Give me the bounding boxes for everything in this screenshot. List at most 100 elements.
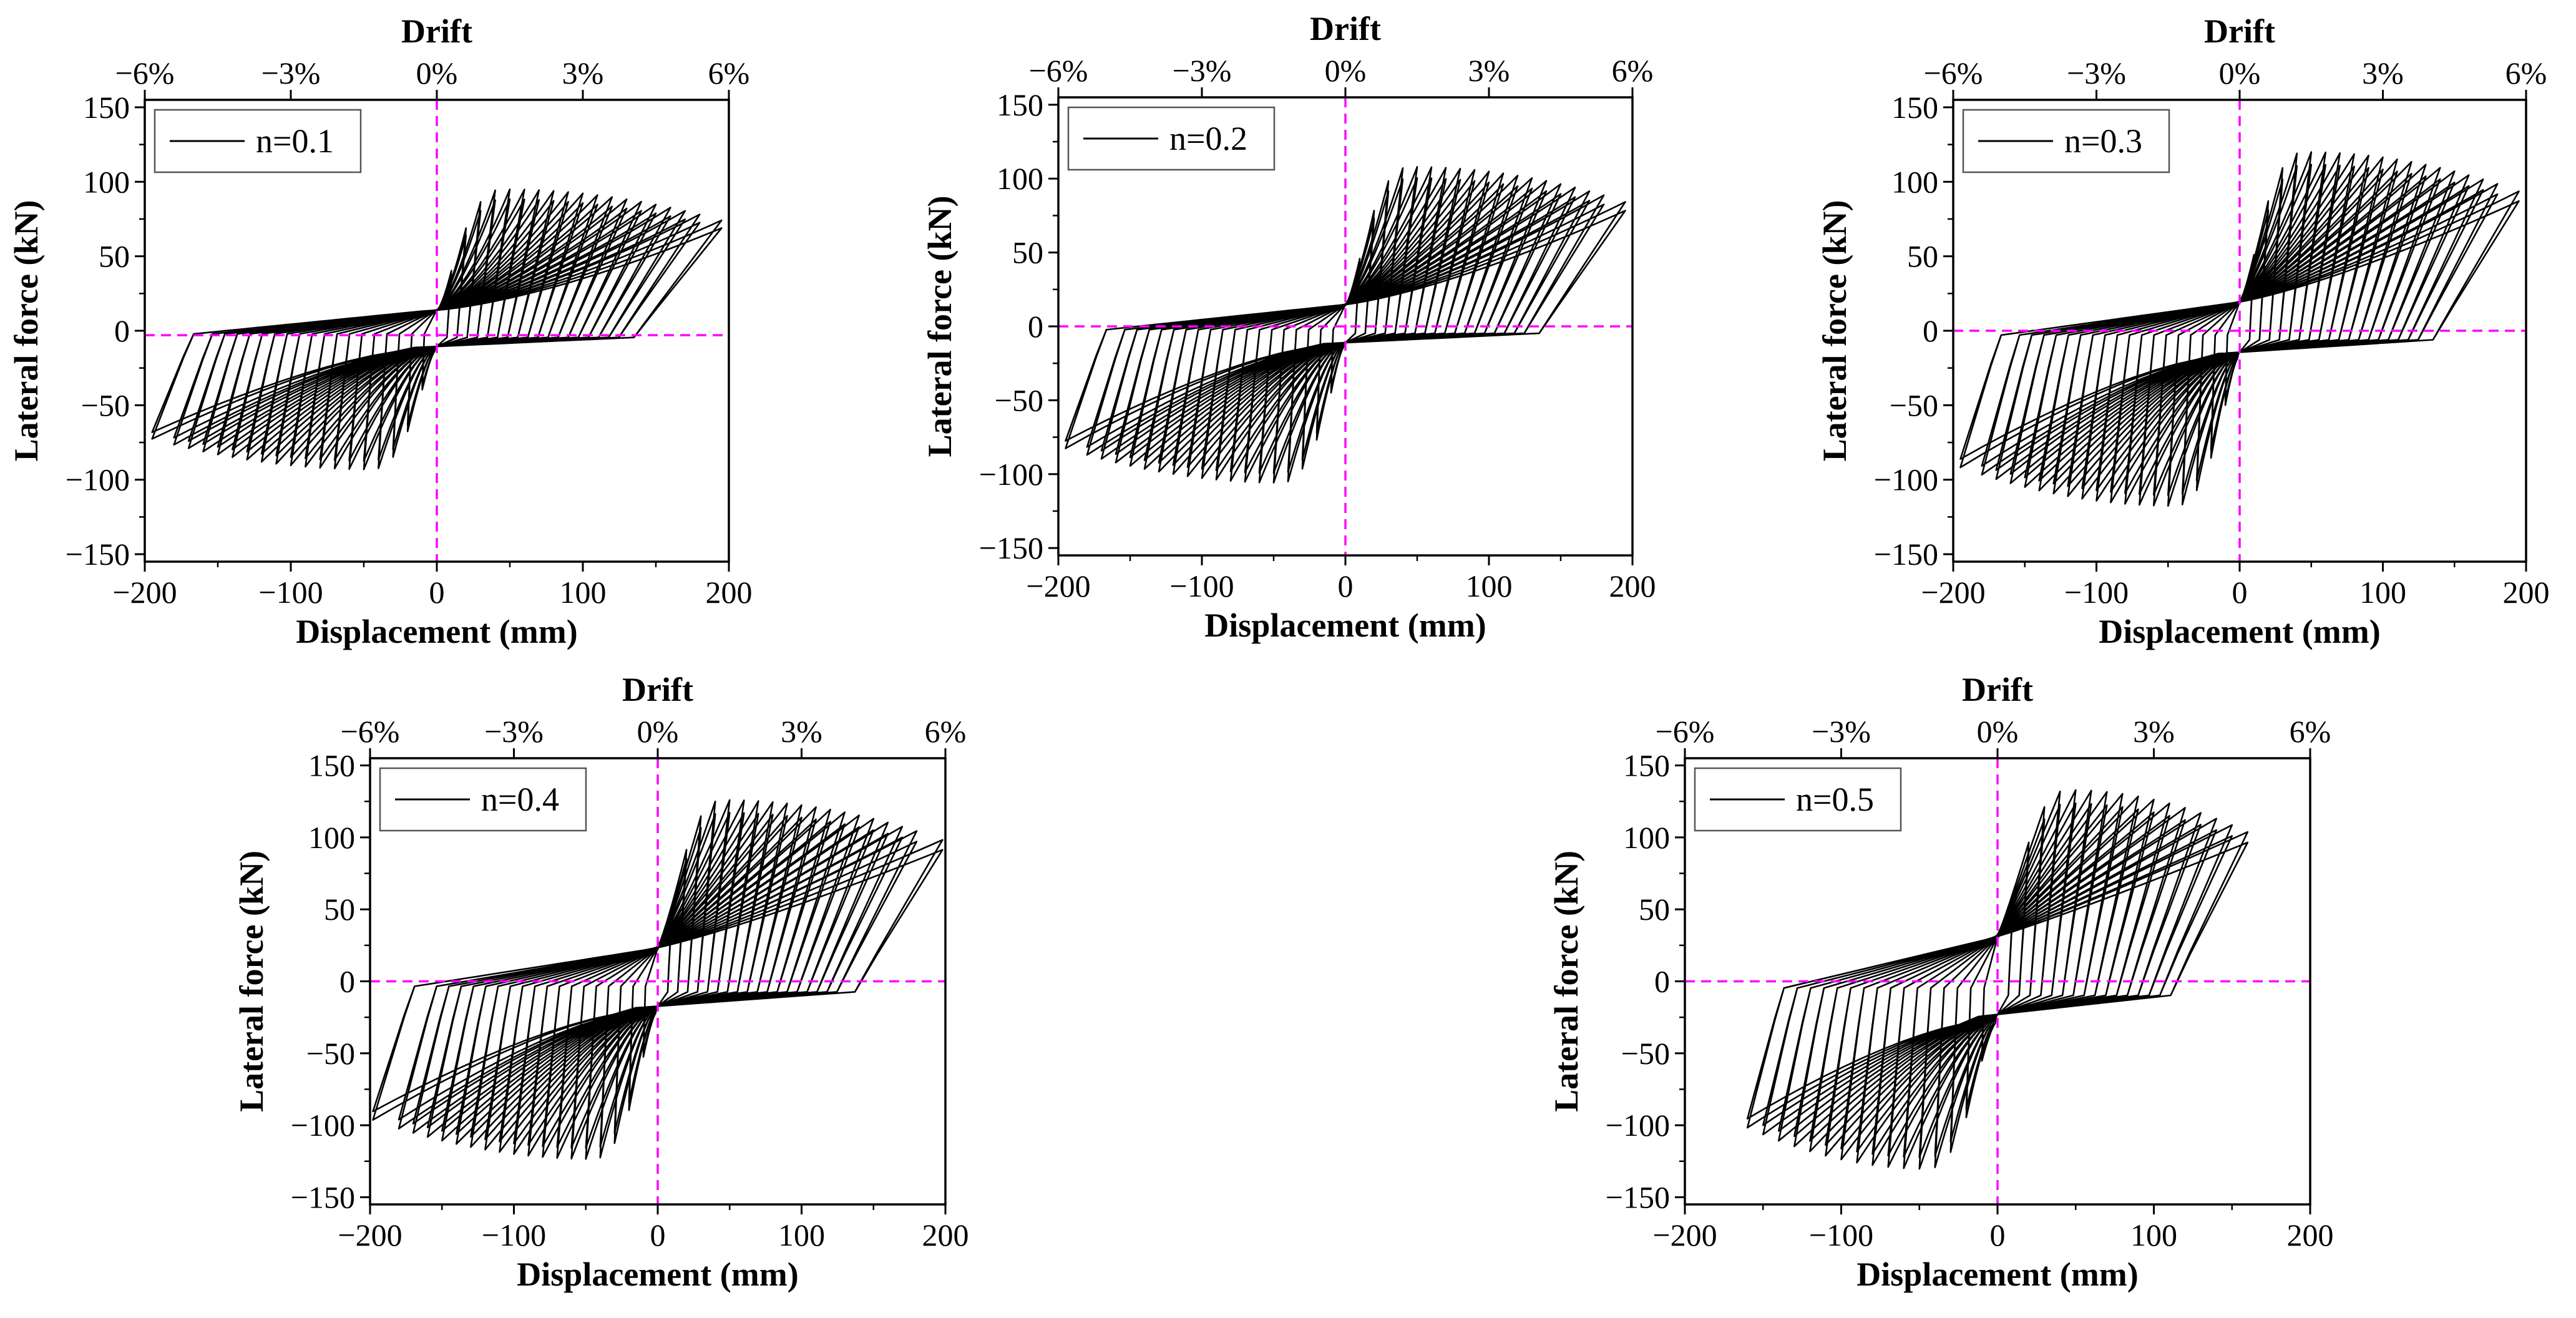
y-tick-label: −50 — [306, 1036, 355, 1071]
drift-tick-label: −6% — [1656, 714, 1715, 749]
drift-tick-label: −3% — [1173, 53, 1232, 88]
y-tick-label: 50 — [1907, 239, 1938, 274]
drift-tick-label: 6% — [925, 714, 967, 749]
y-tick-label: −50 — [1621, 1036, 1670, 1071]
legend-label: n=0.3 — [2064, 122, 2142, 160]
y-tick-label: −100 — [1606, 1108, 1670, 1143]
x-tick-label: 100 — [560, 575, 607, 610]
x-axis-title: Displacement (mm) — [2099, 613, 2380, 650]
chart-panel-n-0_2: −200 −100 0 100 200 −150 −100 −50 0 50 100 150−6% −3… — [921, 10, 1656, 644]
x-tick-label: 200 — [2503, 575, 2550, 610]
x-tick-label: 0 — [1990, 1218, 2006, 1252]
drift-tick-label: 6% — [2505, 56, 2547, 90]
drift-axis-title: Drift — [1310, 10, 1381, 47]
y-tick-label: 0 — [1654, 964, 1670, 999]
x-tick-label: 100 — [778, 1218, 825, 1252]
y-tick-label: −100 — [1874, 462, 1938, 497]
y-tick-label: −150 — [1874, 537, 1938, 572]
drift-tick-label: 6% — [708, 56, 750, 90]
x-tick-label: −200 — [1921, 575, 1985, 610]
drift-tick-label: −3% — [1812, 714, 1871, 749]
legend-label: n=0.2 — [1169, 120, 1247, 157]
drift-tick-label: −6% — [1029, 53, 1088, 88]
x-tick-label: 0 — [429, 575, 445, 610]
drift-tick-label: −3% — [484, 714, 544, 749]
y-tick-label: 50 — [1012, 235, 1043, 270]
hysteresis-curve — [372, 799, 944, 1160]
legend: n=0.3 — [1962, 109, 2170, 173]
x-tick-label: 100 — [2359, 575, 2406, 610]
drift-tick-label: 0% — [416, 56, 458, 90]
y-axis-title: Lateral force (kN) — [1816, 200, 1853, 462]
x-tick-label: −200 — [1652, 1218, 1717, 1252]
chart-panel-n-0_1: −200 −100 0 100 200 −150 −100 −50 0 50 100 150−6% −3… — [7, 12, 753, 650]
y-tick-label: −50 — [81, 388, 130, 422]
x-tick-label: −100 — [1169, 569, 1234, 603]
chart-panel-n-0_5: −200 −100 0 100 200 −150 −100 −50 0 50 100 150−6% −3… — [1548, 671, 2334, 1293]
hysteresis-curve — [1746, 789, 2249, 1170]
y-tick-label: 150 — [1891, 90, 1938, 125]
drift-tick-label: 6% — [1612, 53, 1654, 88]
drift-tick-label: −6% — [341, 714, 400, 749]
x-tick-label: −100 — [258, 575, 323, 610]
y-tick-label: −100 — [66, 462, 130, 497]
x-tick-label: −100 — [482, 1218, 546, 1252]
y-tick-label: 150 — [308, 748, 355, 783]
x-tick-label: −200 — [112, 575, 177, 610]
y-tick-label: −150 — [979, 530, 1043, 565]
x-tick-label: 200 — [2287, 1218, 2334, 1252]
legend: n=0.5 — [1694, 767, 1902, 832]
y-tick-label: −150 — [291, 1179, 355, 1214]
hysteresis-curve — [151, 188, 723, 471]
x-tick-label: 200 — [706, 575, 753, 610]
x-tick-label: 0 — [650, 1218, 666, 1252]
y-tick-label: 0 — [114, 313, 130, 348]
x-tick-label: 100 — [2130, 1218, 2177, 1252]
drift-tick-label: −3% — [261, 56, 321, 90]
drift-tick-label: 0% — [637, 714, 679, 749]
hysteresis-curve — [1959, 151, 2520, 507]
drift-axis-title: Drift — [2204, 12, 2275, 50]
y-tick-label: 150 — [83, 90, 130, 125]
y-tick-label: 100 — [1623, 820, 1670, 855]
x-tick-label: 200 — [1609, 569, 1656, 603]
legend: n=0.1 — [154, 109, 362, 173]
y-tick-label: −50 — [1890, 388, 1938, 422]
legend-label: n=0.1 — [256, 122, 334, 160]
legend: n=0.4 — [379, 767, 587, 832]
drift-axis-title: Drift — [1962, 671, 2033, 708]
y-tick-label: 0 — [1028, 309, 1043, 344]
drift-tick-label: −3% — [2067, 56, 2126, 90]
drift-axis-title: Drift — [622, 671, 693, 708]
hysteresis-curve — [1065, 166, 1626, 484]
y-tick-label: 100 — [997, 161, 1043, 196]
x-axis-title: Displacement (mm) — [1204, 607, 1486, 644]
legend: n=0.2 — [1067, 106, 1276, 171]
drift-tick-label: 0% — [1325, 53, 1367, 88]
drift-tick-label: 3% — [1468, 53, 1510, 88]
x-tick-label: 200 — [922, 1218, 969, 1252]
x-tick-label: 0 — [2232, 575, 2248, 610]
drift-tick-label: 3% — [2362, 56, 2404, 90]
x-tick-label: −100 — [2064, 575, 2129, 610]
drift-tick-label: 3% — [781, 714, 822, 749]
y-tick-label: −150 — [66, 537, 130, 572]
y-tick-label: 0 — [339, 964, 355, 999]
y-axis-title: Lateral force (kN) — [233, 851, 270, 1112]
chart-panel-n-0_3: −200 −100 0 100 200 −150 −100 −50 0 50 100 150−6% −3… — [1816, 12, 2550, 650]
y-axis-title: Lateral force (kN) — [1548, 851, 1585, 1112]
y-axis-title: Lateral force (kN) — [7, 200, 45, 462]
y-tick-label: 100 — [1891, 164, 1938, 199]
drift-tick-label: 0% — [1977, 714, 2019, 749]
y-tick-label: 50 — [324, 892, 355, 927]
y-tick-label: 50 — [99, 239, 130, 274]
drift-tick-label: 0% — [2219, 56, 2261, 90]
legend-label: n=0.5 — [1796, 781, 1874, 818]
y-tick-label: −100 — [291, 1108, 355, 1143]
y-tick-label: −150 — [1606, 1179, 1670, 1214]
x-tick-label: −200 — [1026, 569, 1090, 603]
x-tick-label: 100 — [1466, 569, 1513, 603]
y-tick-label: 100 — [308, 820, 355, 855]
y-tick-label: 100 — [83, 164, 130, 199]
